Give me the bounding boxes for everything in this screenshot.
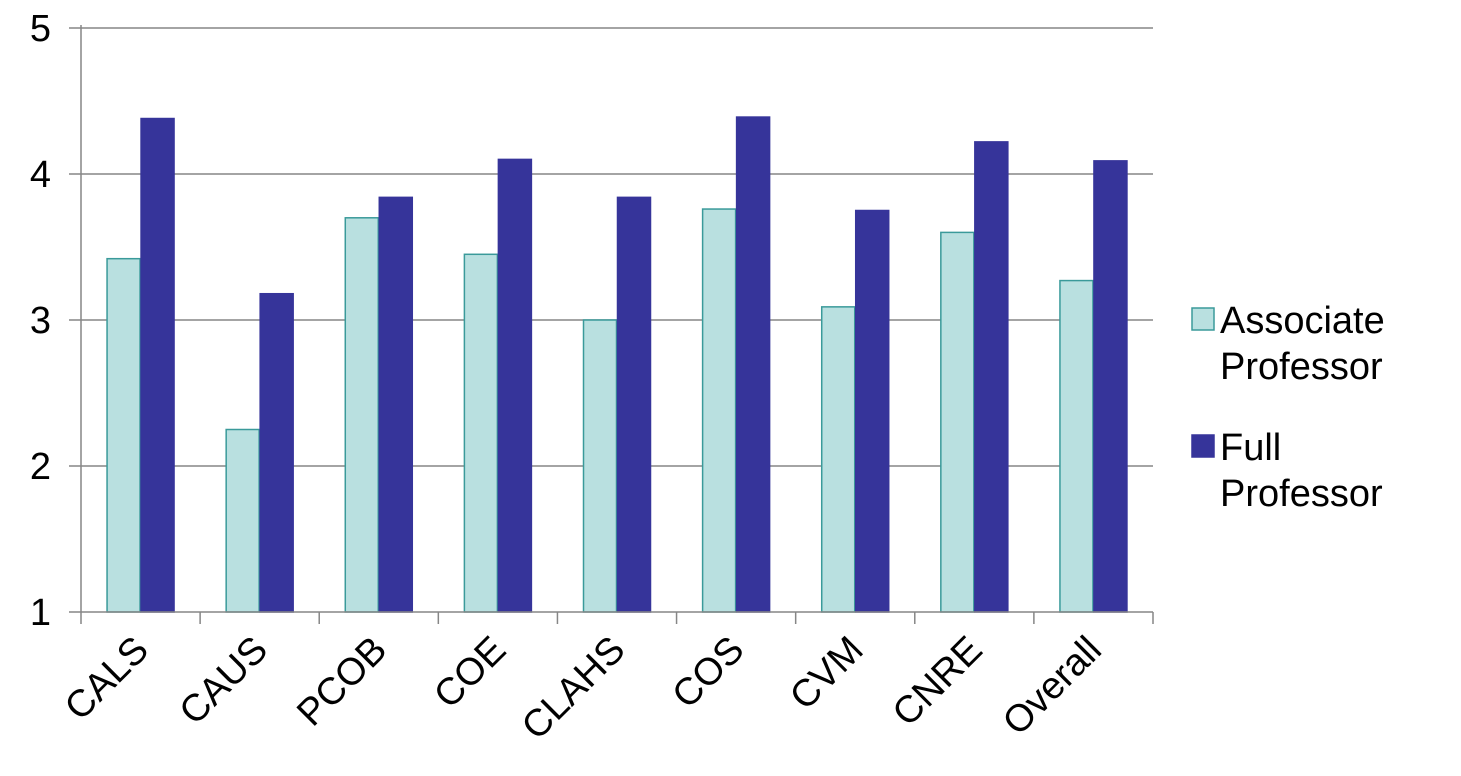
bar-full-caus (259, 292, 294, 613)
x-tick-label: CALS (57, 629, 157, 729)
bar-full-cals (140, 117, 175, 613)
bar-associate-overall (1059, 279, 1094, 613)
bar-associate-pcob (344, 217, 380, 613)
y-tick-label: 3 (30, 300, 51, 342)
bar-associate-coe (463, 253, 499, 613)
legend-label: Full (1220, 427, 1281, 469)
x-tick-label: PCOB (289, 629, 395, 735)
bar-full-cos (735, 116, 771, 613)
x-tick-label: CLAHS (514, 629, 633, 748)
y-tick-label: 5 (30, 8, 51, 50)
legend-swatch (1191, 434, 1215, 458)
x-tick-label: COS (665, 629, 753, 717)
legend-label: Associate (1220, 300, 1385, 342)
x-tick-label: CAUS (172, 629, 276, 733)
y-tick-label: 4 (30, 154, 51, 196)
bar-associate-cos (701, 208, 737, 613)
y-tick-label: 2 (30, 446, 51, 488)
bar-associate-cvm (820, 306, 856, 613)
x-tick-label: CNRE (885, 629, 991, 735)
bar-associate-caus (225, 428, 260, 613)
legend-label: Professor (1220, 473, 1383, 515)
bar-associate-cnre (940, 231, 975, 613)
bar-full-cnre (974, 141, 1009, 613)
bar-full-overall (1093, 160, 1128, 613)
x-tick-labels: CALS CAUS PCOB COE CLAHS COS CVM CNRE Overall (57, 629, 1110, 748)
bar-associate-clahs (582, 319, 618, 613)
legend-swatch (1191, 307, 1215, 331)
legend-label: Professor (1220, 346, 1383, 388)
bar-full-coe (497, 158, 533, 613)
bars (106, 116, 1128, 613)
axes (69, 25, 1154, 624)
x-tick-label: CVM (782, 629, 871, 718)
bar-full-pcob (378, 196, 414, 613)
y-tick-labels: 1 2 3 4 5 (30, 8, 51, 634)
y-tick-label: 1 (30, 592, 51, 634)
x-tick-label: Overall (995, 629, 1110, 744)
bar-full-cvm (854, 209, 890, 613)
bar-full-clahs (616, 196, 652, 613)
bar-associate-cals (106, 257, 141, 613)
x-tick-label: COE (426, 629, 514, 717)
